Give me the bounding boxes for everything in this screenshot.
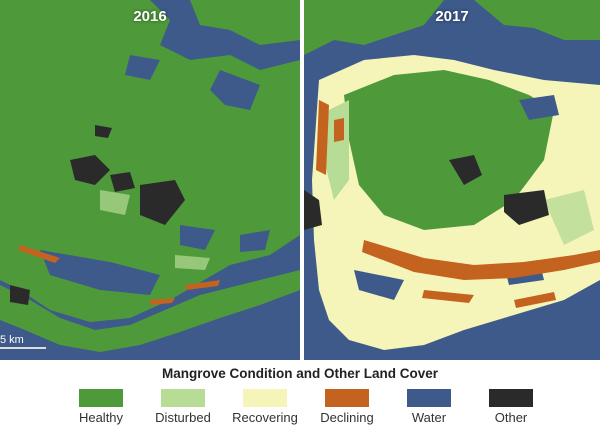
- map-panel-2016: 2016 5 km: [0, 0, 300, 360]
- legend-item-water: Water: [388, 389, 470, 425]
- legend-label-recovering: Recovering: [232, 410, 298, 425]
- legend-item-disturbed: Disturbed: [142, 389, 224, 425]
- legend-label-healthy: Healthy: [78, 410, 124, 425]
- legend-label-other: Other: [494, 410, 528, 425]
- map-2017-image: [304, 0, 600, 360]
- scale-bar: [0, 347, 46, 349]
- legend-item-recovering: Recovering: [224, 389, 306, 425]
- scale-label: 5 km: [0, 334, 24, 346]
- legend-swatch-recovering: [243, 389, 287, 407]
- legend-swatch-water: [407, 389, 451, 407]
- legend-label-disturbed: Disturbed: [155, 410, 211, 425]
- legend-swatch-healthy: [79, 389, 123, 407]
- legend-item-declining: Declining: [306, 389, 388, 425]
- legend-item-healthy: Healthy: [60, 389, 142, 425]
- legend: Healthy Disturbed Recovering Declining W…: [60, 389, 555, 429]
- legend-title: Mangrove Condition and Other Land Cover: [161, 366, 438, 381]
- legend-swatch-disturbed: [161, 389, 205, 407]
- legend-swatch-declining: [325, 389, 369, 407]
- legend-label-declining: Declining: [320, 410, 374, 425]
- legend-label-water: Water: [411, 410, 447, 425]
- map-2016-image: [0, 0, 300, 360]
- map-comparison: 2016 5 km: [0, 0, 600, 360]
- legend-item-other: Other: [470, 389, 552, 425]
- year-label-2016: 2016: [133, 8, 167, 25]
- year-label-2017: 2017: [435, 8, 469, 25]
- map-panel-2017: 2017: [304, 0, 600, 360]
- legend-swatch-other: [489, 389, 533, 407]
